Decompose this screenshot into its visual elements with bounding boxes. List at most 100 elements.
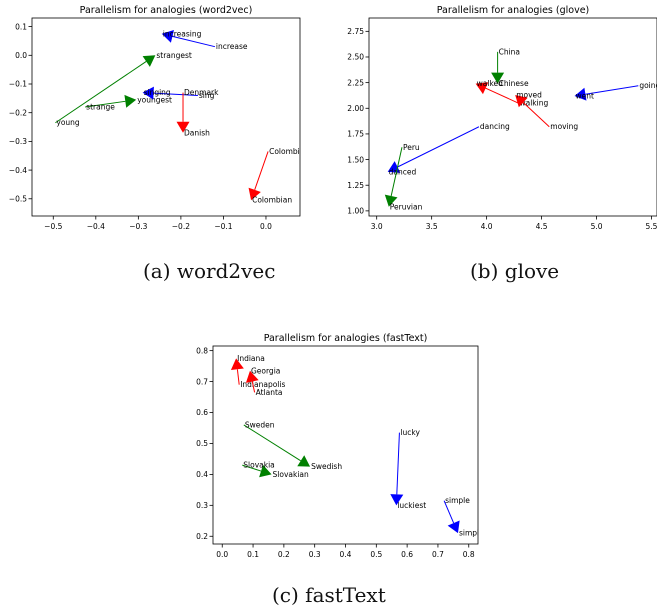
arrow-peru-to-peruvian (390, 147, 403, 197)
x-tick-label: −0.1 (214, 222, 232, 231)
x-tick-label: 0.7 (432, 550, 444, 559)
plot-frame (368, 17, 657, 217)
point-label-denmark: Denmark (184, 88, 219, 97)
point-label-walking: walking (519, 99, 548, 108)
x-tick-label: −0.2 (172, 222, 190, 231)
arrow-walking-to-walked (485, 87, 519, 104)
point-label-moving: moving (550, 122, 578, 131)
arrowhead-strangest (142, 55, 156, 67)
point-label-dancing: dancing (480, 122, 510, 131)
arrowhead-youngest (124, 94, 137, 108)
point-label-colombian: Colombian (252, 196, 292, 205)
arrowhead-danish (176, 121, 190, 133)
chart-title: Parallelism for analogies (fastText) (264, 333, 428, 344)
point-label-youngest: youngest (137, 95, 172, 104)
x-tick-label: 0.4 (340, 550, 352, 559)
arrowhead-peruvian (384, 194, 398, 207)
point-label-peru: Peru (403, 143, 420, 152)
caption-glove: (b) glove (470, 259, 560, 283)
arrow-going-to-went (585, 85, 639, 95)
x-tick-label: 0.0 (216, 550, 228, 559)
y-tick-label: −0.5 (9, 194, 27, 203)
arrowhead-simplest (447, 520, 460, 534)
y-tick-label: 0.6 (196, 408, 208, 417)
arrow-sing-to-singing (153, 92, 198, 96)
point-label-indianapolis: Indianapolis (240, 380, 285, 389)
x-tick-label: 4.0 (481, 222, 493, 231)
arrow-young-to-strangest (55, 61, 147, 124)
arrowhead-moved (515, 94, 528, 108)
y-tick-label: 2.75 (347, 27, 364, 36)
y-tick-label: 1.00 (347, 207, 364, 216)
x-tick-label: −0.5 (44, 222, 62, 231)
point-label-slovakian: Slovakian (273, 470, 309, 479)
chart-title: Parallelism for analogies (word2vec) (80, 5, 253, 16)
arrowhead-colombian (248, 187, 261, 201)
x-tick-label: 0.6 (401, 550, 413, 559)
point-label-strange: strange (86, 102, 115, 111)
arrow-slovakia-to-slovakian (242, 464, 262, 472)
arrow-indianapolis-to-indiana (236, 369, 240, 385)
arrowhead-luckiest (390, 494, 404, 506)
y-tick-label: 0.7 (196, 377, 208, 386)
point-label-sweden: Sweden (245, 420, 275, 429)
x-tick-label: 0.3 (309, 550, 321, 559)
point-label-increasing: increasing (163, 29, 202, 38)
point-label-increase: increase (216, 42, 248, 51)
x-tick-label: 4.5 (536, 222, 548, 231)
y-tick-label: 1.50 (347, 155, 364, 164)
y-tick-label: 2.50 (347, 53, 364, 62)
point-label-colombia: Colombia (269, 147, 304, 156)
x-tick-label: −0.3 (129, 222, 147, 231)
y-tick-label: 0.4 (196, 470, 208, 479)
point-label-going: going (639, 81, 657, 90)
point-label-georgia: Georgia (251, 366, 280, 375)
x-tick-label: 5.5 (646, 222, 657, 231)
point-label-lucky: lucky (400, 428, 420, 437)
arrowhead-georgia (245, 370, 259, 383)
point-label-sing: sing (199, 91, 215, 100)
point-label-chinese: Chinese (499, 79, 529, 88)
arrowhead-increasing (161, 30, 174, 43)
arrowhead-singing (142, 86, 154, 100)
arrow-increase-to-increasing (172, 35, 216, 48)
y-tick-label: 0.5 (196, 439, 208, 448)
x-tick-label: 0.8 (463, 550, 475, 559)
caption-word2vec: (a) word2vec (143, 259, 276, 283)
y-tick-label: 1.25 (347, 181, 364, 190)
point-label-young: young (56, 118, 80, 127)
x-tick-label: 3.0 (371, 222, 383, 231)
x-tick-label: 3.5 (426, 222, 438, 231)
y-tick-label: −0.4 (9, 166, 27, 175)
arrowhead-chinese (491, 72, 505, 84)
arrowhead-went (574, 87, 587, 101)
arrow-lucky-to-luckiest (396, 432, 400, 495)
y-tick-label: −0.2 (9, 108, 27, 117)
plot-frame (31, 17, 301, 217)
y-tick-label: 0.0 (15, 51, 27, 60)
arrow-strange-to-youngest (85, 100, 126, 108)
x-tick-label: −0.4 (87, 222, 105, 231)
y-tick-label: 0.2 (196, 532, 208, 541)
arrowhead-swedish (297, 455, 311, 467)
point-label-china: China (499, 47, 520, 56)
arrow-colombia-to-colombian (254, 151, 269, 190)
point-label-atlanta: Atlanta (256, 388, 283, 397)
point-label-simplest: simplest (459, 529, 491, 538)
x-tick-label: 0.5 (370, 550, 382, 559)
point-label-danced: danced (389, 167, 417, 176)
plot-frame (212, 345, 479, 545)
chart-title: Parallelism for analogies (glove) (437, 5, 590, 16)
y-tick-label: −0.1 (9, 80, 27, 89)
y-tick-label: 2.00 (347, 104, 364, 113)
y-tick-label: −0.3 (9, 137, 27, 146)
x-tick-label: 5.0 (591, 222, 603, 231)
point-label-luckiest: luckiest (397, 501, 426, 510)
x-tick-label: 0.0 (260, 222, 272, 231)
arrow-moving-to-moved (522, 102, 550, 128)
point-label-singing: singing (144, 88, 171, 97)
y-tick-label: 2.25 (347, 78, 364, 87)
arrowhead-indiana (230, 358, 244, 371)
